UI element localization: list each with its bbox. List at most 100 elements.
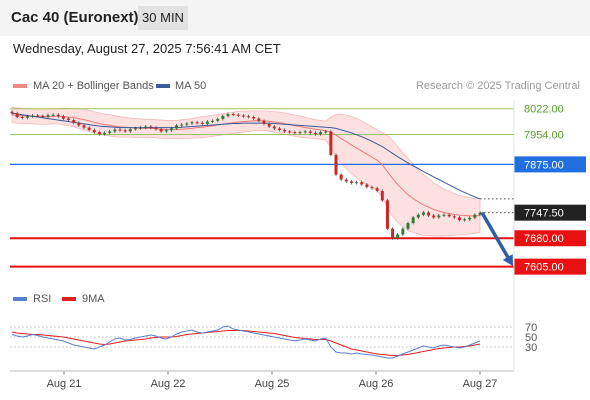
9ma-legend-label: 9MA: [82, 293, 105, 305]
bollinger-bands: [11, 106, 481, 237]
candle-body: [329, 131, 333, 155]
bollinger-band-area: [11, 106, 481, 237]
rsi-level-label-30: 30: [525, 342, 537, 354]
candle-body: [442, 214, 446, 216]
candle-body: [447, 214, 451, 217]
timeframe-button[interactable]: 30 MIN: [138, 6, 188, 30]
candle-body: [452, 216, 456, 218]
x-tick-label: Aug 25: [255, 378, 290, 390]
candle-body: [92, 129, 96, 133]
candle-body: [87, 127, 91, 130]
candle-body: [421, 212, 425, 215]
ma50-legend-label: MA 50: [175, 80, 207, 92]
candle-body: [77, 122, 81, 126]
candle-body: [283, 129, 287, 132]
level-labels: 8022.00 7954.00 7875.00 7747.50 7680.00 7605.…: [514, 104, 586, 275]
candle-body: [380, 190, 384, 201]
candle-body: [324, 131, 328, 133]
candle-body: [20, 117, 24, 119]
candle-body: [277, 128, 281, 130]
candle-body: [293, 132, 297, 134]
candle-body: [82, 125, 86, 128]
candles: [10, 110, 482, 240]
candle-body: [175, 125, 179, 129]
x-axis: Aug 21 Aug 22 Aug 25 Aug 26 Aug 27: [10, 100, 515, 390]
level-label-bg-support-1: [514, 230, 586, 247]
level-label-bg-support-2: [514, 258, 586, 275]
x-tick-label: Aug 27: [463, 378, 498, 390]
ma20-line: [11, 114, 481, 217]
candle-body: [113, 129, 117, 132]
candle-body: [463, 219, 467, 221]
level-label-pivot: 7875.00: [524, 159, 564, 171]
candle-body: [133, 128, 137, 130]
candle-body: [437, 215, 441, 218]
candle-body: [313, 132, 317, 135]
candle-body: [211, 120, 215, 122]
level-label-resistance-2: 8022.00: [524, 104, 564, 116]
candle-body: [432, 215, 436, 218]
candle-body: [15, 113, 19, 118]
candle-body: [360, 182, 364, 185]
price-levels: [10, 108, 514, 268]
candle-body: [149, 126, 153, 128]
current-price-label-bg: [514, 204, 586, 221]
candle-body: [180, 124, 184, 126]
rsi-legend-label: RSI: [33, 293, 52, 305]
candle-body: [231, 114, 235, 116]
candle-body: [159, 129, 163, 132]
candle-body: [272, 126, 276, 129]
9ma-legend-swatch: [62, 297, 76, 301]
candle-body: [128, 129, 132, 132]
candle-body: [267, 123, 271, 127]
candle-body: [375, 188, 379, 191]
candle-body: [195, 122, 199, 124]
projection-arrow: [480, 211, 514, 267]
candle-body: [51, 114, 55, 116]
ma20-legend-swatch: [13, 84, 27, 88]
current-price-label: 7747.50: [524, 208, 564, 220]
candle-body: [370, 187, 374, 189]
candle-body: [262, 120, 266, 124]
candle-body: [298, 132, 302, 134]
candle-body: [72, 120, 76, 123]
projection-arrow-head: [502, 254, 514, 267]
candle-body: [241, 115, 245, 117]
candle-body: [216, 118, 220, 121]
candle-body: [61, 116, 65, 119]
candle-body: [319, 132, 323, 135]
candle-body: [344, 179, 348, 182]
candle-body: [385, 200, 389, 229]
level-label-support-1: 7680.00: [524, 233, 564, 245]
x-tick-label: Aug 22: [151, 378, 186, 390]
candle-body: [164, 130, 168, 132]
credit-text: Research © 2025 Trading Central: [415, 80, 580, 92]
candle-body: [139, 127, 143, 129]
rsi-9ma-line: [11, 330, 481, 356]
candle-body: [205, 121, 209, 124]
instrument-title: Cac 40 (Euronext): [11, 9, 139, 26]
candle-body: [288, 131, 292, 133]
candle-body: [457, 217, 461, 221]
candle-body: [257, 118, 261, 121]
candle-body: [411, 217, 415, 224]
candle-body: [401, 228, 405, 235]
candle-body: [25, 116, 29, 118]
candle-body: [190, 122, 194, 124]
rsi-level-label-50: 50: [525, 332, 537, 344]
header-bar: [0, 0, 590, 36]
candle-body: [252, 117, 256, 119]
projection-arrow-shaft: [480, 211, 513, 264]
candle-body: [221, 115, 225, 119]
candle-body: [56, 114, 60, 117]
x-tick-label: Aug 21: [47, 378, 82, 390]
candle-body: [334, 154, 338, 175]
level-label-resistance-1: 7954.00: [524, 129, 564, 141]
moving-averages: [11, 112, 514, 217]
candle-body: [169, 128, 173, 131]
candle-body: [478, 212, 482, 215]
candle-body: [103, 132, 107, 135]
candle-body: [396, 234, 400, 239]
